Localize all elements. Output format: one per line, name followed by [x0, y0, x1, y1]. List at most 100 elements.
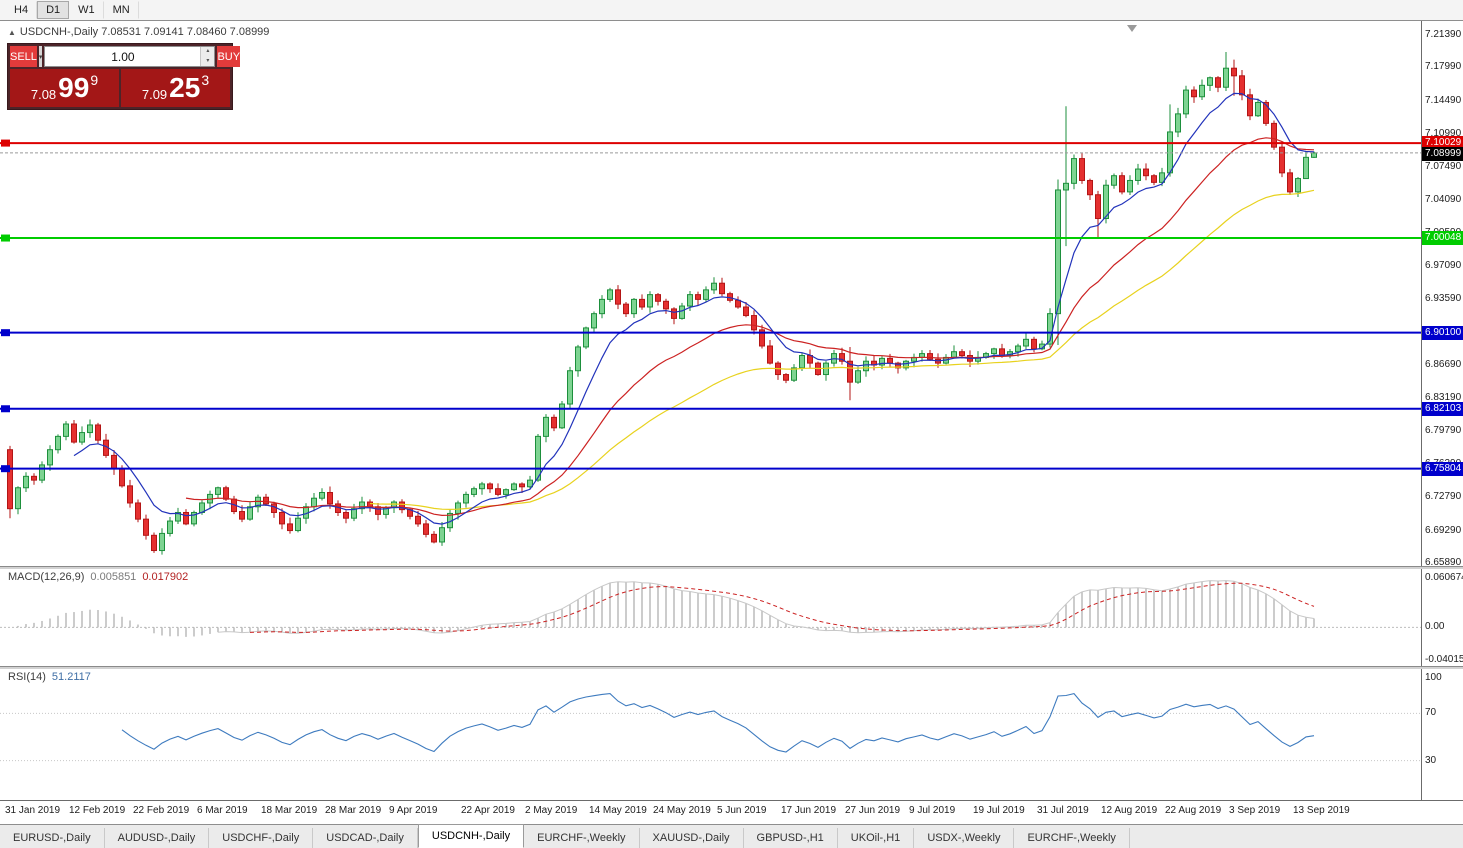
price-axis-label: 7.21390: [1425, 29, 1462, 40]
time-axis-label: 13 Sep 2019: [1293, 805, 1350, 816]
price-axis-label: 6.93590: [1425, 293, 1462, 305]
time-axis-label: 22 Feb 2019: [133, 805, 190, 816]
timeframe-toolbar: H4 D1 W1 MN: [0, 0, 1463, 21]
volume-field: ▴ ▾: [44, 46, 216, 67]
time-axis-label: 12 Feb 2019: [69, 805, 126, 816]
chevron-up-icon: ▴: [206, 48, 210, 54]
level-price-badge: 6.75804: [1422, 461, 1463, 476]
level-left-marker[interactable]: [1, 405, 10, 413]
sell-price-sup: 9: [90, 72, 99, 88]
level-price-badge: 7.10029: [1422, 136, 1463, 151]
buy-price-big: 25: [169, 72, 201, 103]
volume-spin-up[interactable]: ▴: [201, 47, 214, 57]
ma-fast-line: [73, 92, 1315, 525]
timeframe-button-mn[interactable]: MN: [104, 1, 139, 19]
time-axis-label: 14 May 2019: [589, 805, 647, 816]
time-axis[interactable]: 31 Jan 2019 12 Feb 2019 22 Feb 2019 6 Mar 2…: [0, 801, 1421, 823]
level-left-marker[interactable]: [1, 139, 10, 147]
chart-tab-audusd-daily[interactable]: AUDUSD-,Daily: [105, 828, 210, 848]
one-click-toggle-icon[interactable]: ▲: [8, 28, 16, 37]
macd-scale-label: 0.060674: [1425, 572, 1463, 583]
macd-name: MACD(12,26,9): [8, 571, 85, 583]
timeframe-button-d1[interactable]: D1: [37, 1, 70, 19]
chevron-down-icon: ▾: [38, 53, 43, 61]
level-left-marker[interactable]: [1, 234, 10, 242]
price-axis-label: 6.72790: [1425, 491, 1462, 503]
chart-tab-usdchf-daily[interactable]: USDCHF-,Daily: [209, 828, 314, 848]
rsi-indicator-label: RSI(14) 51.2117: [8, 671, 91, 683]
candlestick-series: [7, 52, 1317, 555]
sell-price-display[interactable]: 7.08 99 9: [10, 69, 119, 107]
price-axis-label: 7.17990: [1425, 61, 1462, 73]
price-axis-label: 7.10990: [1425, 127, 1462, 139]
price-axis-label: 6.65890: [1425, 557, 1462, 568]
price-axis-label: 6.79790: [1425, 424, 1462, 436]
time-axis-label: 5 Jun 2019: [717, 805, 767, 816]
time-axis-label: 22 Aug 2019: [1165, 805, 1222, 816]
time-axis-label: 22 Apr 2019: [461, 805, 515, 816]
price-axis-label: 7.07490: [1425, 161, 1462, 173]
time-axis-label: 6 Mar 2019: [197, 805, 248, 816]
price-axis[interactable]: 7.21390 7.17990 7.14490 7.10990 7.07490 7.040…: [1422, 0, 1463, 824]
rsi-value: 51.2117: [51, 671, 91, 683]
chart-tab-gbpusd-h1[interactable]: GBPUSD-,H1: [744, 828, 838, 848]
chart-tab-eurusd-daily[interactable]: EURUSD-,Daily: [0, 828, 105, 848]
chart-tab-usdcnh-daily[interactable]: USDCNH-,Daily: [417, 824, 525, 848]
rsi-scale-label: 70: [1425, 707, 1437, 719]
timeframe-button-h4[interactable]: H4: [5, 1, 38, 19]
chart-tab-eurchf-weekly[interactable]: EURCHF-,Weekly: [1014, 828, 1130, 848]
time-axis-label: 17 Jun 2019: [781, 805, 837, 816]
volume-input[interactable]: [45, 47, 201, 66]
macd-signal-value: 0.017902: [142, 571, 189, 583]
volume-spin-down[interactable]: ▾: [201, 57, 214, 67]
volume-dropdown-button[interactable]: ▾: [38, 46, 43, 67]
macd-indicator-label: MACD(12,26,9) 0.005851 0.017902: [8, 571, 188, 583]
time-axis-label: 3 Sep 2019: [1229, 805, 1281, 816]
level-price-badge: 7.00048: [1422, 231, 1463, 246]
time-axis-label: 27 Jun 2019: [845, 805, 901, 816]
time-axis-label: 9 Jul 2019: [909, 805, 956, 816]
sell-price-prefix: 7.08: [30, 87, 57, 102]
chart-ohlc-readout: ▲ USDCNH-,Daily 7.08531 7.09141 7.08460 7…: [8, 26, 269, 38]
chart-tab-usdcad-daily[interactable]: USDCAD-,Daily: [313, 828, 418, 848]
chart-shift-marker[interactable]: [1127, 25, 1137, 32]
rsi-scale-label: 30: [1425, 754, 1437, 766]
buy-button[interactable]: BUY: [217, 46, 241, 67]
rsi-line: [121, 692, 1315, 753]
time-axis-label: 28 Mar 2019: [325, 805, 382, 816]
buy-price-display[interactable]: 7.09 25 3: [121, 69, 230, 107]
buy-price-prefix: 7.09: [141, 87, 168, 102]
macd-main-line: [217, 580, 1315, 634]
sell-price-big: 99: [58, 72, 90, 103]
ma-mid-line: [185, 137, 1315, 517]
macd-signal-line: [249, 582, 1315, 633]
current-price-badge: 7.08999: [1422, 146, 1463, 161]
level-price-badge: 6.82103: [1422, 401, 1463, 416]
chart-tab-ukoil-h1[interactable]: UKOil-,H1: [838, 828, 915, 848]
time-axis-label: 12 Aug 2019: [1101, 805, 1158, 816]
level-left-marker[interactable]: [1, 329, 10, 337]
timeframe-button-w1[interactable]: W1: [69, 1, 104, 19]
level-left-marker[interactable]: [1, 465, 10, 473]
ma-slow-line: [369, 189, 1315, 511]
chart-tab-eurchf-weekly[interactable]: EURCHF-,Weekly: [524, 828, 640, 848]
time-axis-label: 9 Apr 2019: [389, 805, 438, 816]
chart-tab-usdx-weekly[interactable]: USDX-,Weekly: [914, 828, 1015, 848]
chart-canvas[interactable]: [0, 0, 1463, 824]
ohlc-text: USDCNH-,Daily 7.08531 7.09141 7.08460 7.…: [19, 26, 270, 38]
chart-tab-xauusd-daily[interactable]: XAUUSD-,Daily: [640, 828, 744, 848]
macd-main-value: 0.005851: [90, 571, 137, 583]
price-axis-label: 6.83190: [1425, 392, 1462, 404]
price-axis-label: 7.04090: [1425, 193, 1462, 205]
macd-scale-label: 0.00: [1425, 621, 1445, 633]
price-axis-label: 6.97090: [1425, 260, 1462, 272]
price-axis-label: 6.86690: [1425, 359, 1462, 371]
time-axis-label: 2 May 2019: [525, 805, 578, 816]
macd-histogram: [17, 580, 1315, 637]
chevron-down-icon: ▾: [206, 57, 210, 64]
sell-button[interactable]: SELL: [10, 46, 37, 67]
price-axis-label: 6.69290: [1425, 524, 1462, 536]
rsi-name: RSI(14): [8, 671, 46, 683]
